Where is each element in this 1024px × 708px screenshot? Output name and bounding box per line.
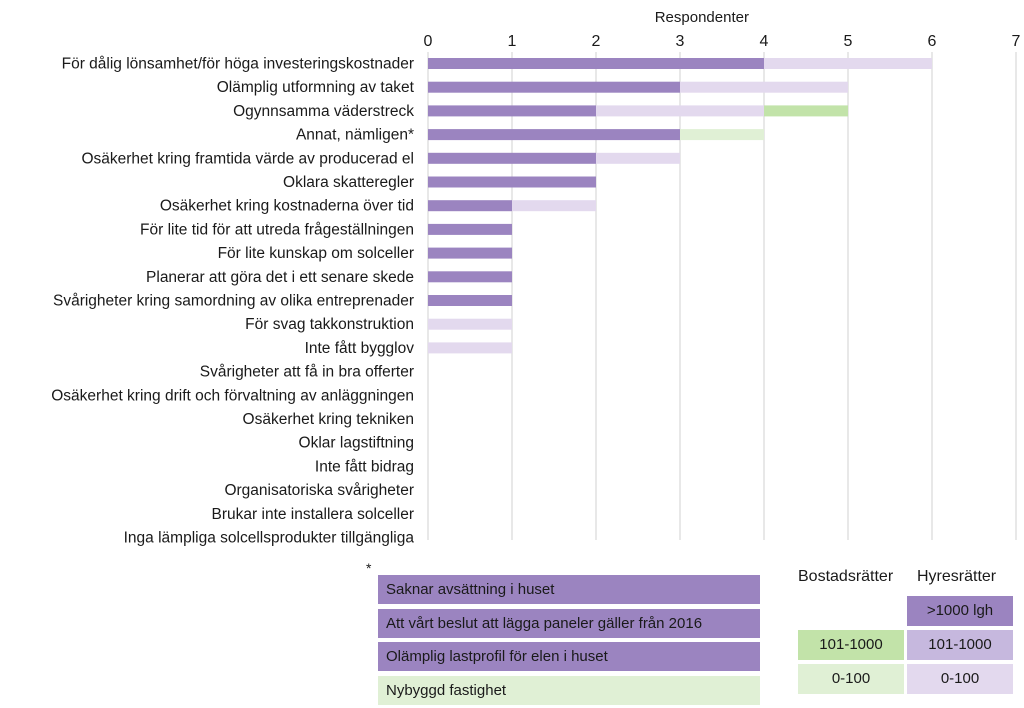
bar-segment: [428, 342, 512, 354]
bar-segment: [680, 129, 764, 141]
legend-bostad-mid: 101-1000: [798, 630, 904, 660]
legend-hyres-small: 0-100: [907, 664, 1013, 694]
x-tick-label: 0: [424, 33, 433, 50]
category-label: Ogynnsamma väderstreck: [233, 103, 414, 120]
bar-segment: [428, 129, 680, 141]
bar-segment: [428, 295, 512, 306]
category-label: Osäkerhet kring tekniken: [243, 411, 414, 428]
footnote-marker: *: [366, 560, 372, 576]
category-label: Inga lämpliga solcellsprodukter tillgäng…: [124, 530, 415, 547]
bar-segment: [428, 58, 764, 69]
x-tick-label: 2: [592, 33, 601, 50]
bar-segment: [428, 247, 512, 259]
category-label: Organisatoriska svårigheter: [224, 482, 414, 499]
legend-header-hyresratter: Hyresrätter: [917, 568, 997, 585]
bar-segment: [764, 105, 848, 117]
bar-segment: [428, 200, 512, 212]
category-label: Planerar att göra det i ett senare skede: [146, 269, 414, 286]
footnote-item: Att vårt beslut att lägga paneler gäller…: [378, 609, 760, 638]
footnote-item: Olämplig lastprofil för elen i huset: [378, 642, 760, 671]
legend-hyres-large: >1000 lgh: [907, 596, 1013, 626]
category-label: Oklara skatteregler: [283, 174, 414, 191]
x-tick-label: 6: [928, 33, 937, 50]
category-label: Brukar inte installera solceller: [212, 506, 414, 523]
bar-segment: [428, 271, 512, 283]
category-label: Olämplig utformning av taket: [217, 79, 415, 96]
category-label: Osäkerhet kring kostnaderna över tid: [160, 198, 414, 215]
category-label: Osäkerhet kring framtida värde av produc…: [81, 150, 414, 167]
x-tick-label: 3: [676, 33, 685, 50]
footnote-item: Nybyggd fastighet: [378, 676, 760, 705]
bar-chart: Respondenter 0 1 2 3 4 5 6 7 För dålig lönsamhet/…: [51, 9, 1021, 547]
bar-segment: [680, 81, 848, 93]
bar-segment: [428, 152, 596, 164]
bar-segment: [596, 152, 680, 164]
bar-segment: [764, 58, 932, 69]
x-tick-label: 7: [1012, 33, 1021, 50]
category-label: För svag takkonstruktion: [245, 316, 414, 333]
category-label: För lite tid för att utreda frågeställni…: [140, 221, 414, 238]
category-label: Annat, nämligen*: [296, 127, 414, 144]
x-axis-title: Respondenter: [655, 9, 749, 26]
bar-segment: [512, 200, 596, 212]
legend-header-bostadsratter: Bostadsrätter: [798, 568, 894, 585]
category-label: Osäkerhet kring drift och förvaltning av…: [51, 387, 414, 404]
footnote-item: Saknar avsättning i huset: [378, 575, 760, 604]
legend-bostad-small: 0-100: [798, 664, 904, 694]
category-label: För lite kunskap om solceller: [218, 245, 414, 262]
x-tick-label: 5: [844, 33, 853, 50]
x-tick-label: 4: [760, 33, 769, 50]
bar-segment: [428, 318, 512, 330]
legend-hyres-mid: 101-1000: [907, 630, 1013, 660]
bar-segment: [596, 105, 764, 117]
bar-segment: [428, 81, 680, 93]
category-label: Svårigheter kring samordning av olika en…: [53, 293, 414, 310]
category-label: Svårigheter att få in bra offerter: [200, 364, 414, 381]
category-label: Oklar lagstiftning: [299, 435, 414, 452]
bar-segment: [428, 105, 596, 117]
x-tick-label: 1: [508, 33, 517, 50]
bar-segment: [428, 223, 512, 235]
category-label: Inte fått bidrag: [315, 458, 414, 475]
category-label: För dålig lönsamhet/för höga investering…: [62, 56, 414, 73]
category-label: Inte fått bygglov: [305, 340, 415, 357]
bar-segment: [428, 176, 596, 188]
